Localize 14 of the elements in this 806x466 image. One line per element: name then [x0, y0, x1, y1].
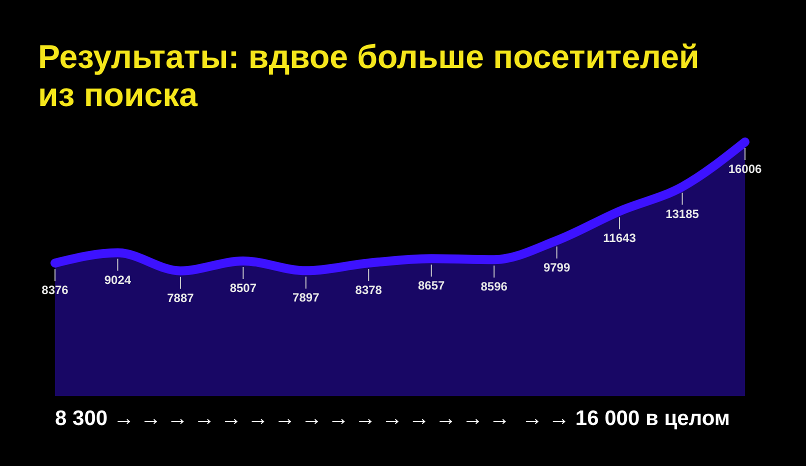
data-label: 13185	[666, 206, 700, 221]
data-label: 16006	[728, 162, 762, 176]
data-label: 8657	[418, 278, 446, 293]
data-label: 11643	[603, 231, 636, 246]
data-label: 9024	[104, 272, 132, 287]
data-label: 8376	[42, 283, 69, 298]
data-label: 8507	[230, 281, 257, 295]
text: 8 300 → → → → → → → → → → → → → → → → → 16 000 в целом	[55, 407, 730, 430]
chart-title: Результаты: вдвое больше посетителей из поиска	[38, 38, 700, 113]
data-label: 8378	[355, 283, 382, 298]
data-label: 7887	[167, 290, 194, 305]
data-label: 9799	[543, 260, 570, 274]
data-label: 7897	[292, 290, 320, 305]
data-label: 8596	[480, 280, 508, 294]
